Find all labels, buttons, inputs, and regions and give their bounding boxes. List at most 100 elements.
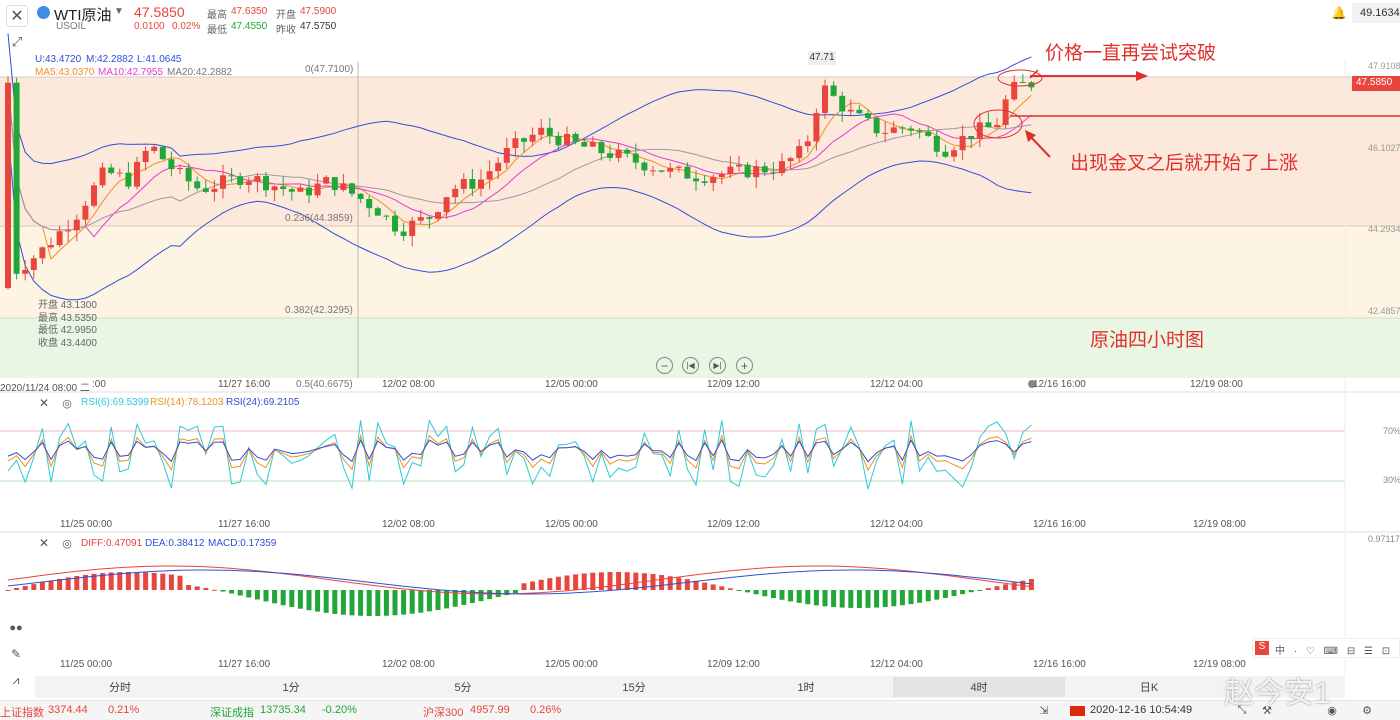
macd-bar xyxy=(31,584,37,590)
macd-bar xyxy=(874,590,880,608)
price-box: 49.1634 xyxy=(1352,3,1400,23)
price-tick: 47.9108 xyxy=(1368,61,1400,71)
macd-bar xyxy=(1003,584,1009,590)
rsi-axis-high: 70% xyxy=(1383,426,1400,436)
eye-icon[interactable]: ◎ xyxy=(62,397,72,410)
network-icon[interactable]: ⇲ xyxy=(1039,704,1049,717)
candle xyxy=(675,165,682,173)
time-label: 11/27 16:00 xyxy=(218,659,271,670)
prev-close-label: 昨收 xyxy=(276,25,296,36)
tab-timeframe-day[interactable]: 日K xyxy=(1139,682,1159,694)
tab-timeframe-tick[interactable]: 分时 xyxy=(109,682,131,694)
tab-timeframe-5m[interactable]: 5分 xyxy=(454,682,472,694)
macd-bar xyxy=(14,588,20,590)
time-label: 11/27 16:00 xyxy=(218,519,271,530)
candle xyxy=(452,184,459,204)
candle xyxy=(736,155,742,172)
tab-timeframe-1h[interactable]: 1时 xyxy=(797,682,815,694)
boll-upper: U:43.4720 xyxy=(35,54,82,65)
macd-bar xyxy=(805,590,811,605)
trend-icon[interactable]: ⩘ xyxy=(12,672,20,687)
macd-bar xyxy=(813,590,819,606)
macd-bar xyxy=(848,590,854,608)
macd-bar xyxy=(530,581,536,590)
chevron-down-icon[interactable]: ▼ xyxy=(114,6,124,17)
candle xyxy=(323,175,330,185)
rsi-axis-low: 30% xyxy=(1383,475,1400,485)
candle xyxy=(426,216,433,229)
macd-bar xyxy=(418,590,424,613)
fullscreen-icon[interactable]: ⤡ xyxy=(1237,703,1247,716)
candle xyxy=(856,104,863,115)
candle xyxy=(994,118,1000,128)
time-label: 12/05 00:00 xyxy=(545,379,598,390)
macd-bar xyxy=(667,576,673,590)
macd-bar xyxy=(891,590,897,607)
eye-icon[interactable]: ◎ xyxy=(62,537,72,550)
macd-bar xyxy=(856,590,862,608)
index-sh-name[interactable]: 上证指数 xyxy=(0,707,44,719)
candle xyxy=(65,219,72,243)
candle xyxy=(908,125,914,137)
macd-bar xyxy=(727,588,733,590)
candle xyxy=(288,187,295,201)
settings-icon[interactable]: ⚙ xyxy=(1362,704,1372,717)
macd-bar xyxy=(435,590,441,610)
camera-icon[interactable]: ◉ xyxy=(1327,704,1337,717)
candle xyxy=(314,173,321,198)
time-label: 12/02 08:00 xyxy=(382,379,435,390)
time-label: 12/16 16:00 xyxy=(1033,519,1086,530)
indicator-icon[interactable]: ●● xyxy=(9,622,23,634)
candle xyxy=(667,162,674,178)
candle xyxy=(228,168,235,183)
macd-bar xyxy=(908,590,914,605)
ohlc-open: 开盘 43.1300 xyxy=(38,300,97,311)
close-icon[interactable]: ✕ xyxy=(6,5,28,27)
macd-bar xyxy=(1028,579,1034,590)
rsi14-legend: RSI(14):78.1203 xyxy=(150,397,224,408)
candle xyxy=(813,108,820,151)
fib-band-3 xyxy=(0,318,1400,378)
index-hs300-value: 4957.99 xyxy=(470,704,510,716)
close-macd-icon[interactable]: ✕ xyxy=(38,536,50,550)
candle xyxy=(641,160,648,176)
index-sh-pct: 0.21% xyxy=(108,704,140,716)
macd-bar xyxy=(521,583,527,590)
tab-timeframe-1m[interactable]: 1分 xyxy=(282,682,300,694)
pen-icon[interactable]: ✎ xyxy=(10,647,22,661)
zoom-out-icon[interactable]: − xyxy=(656,357,673,374)
macd-bar xyxy=(263,590,269,602)
close-rsi-icon[interactable]: ✕ xyxy=(38,396,50,410)
candle xyxy=(632,143,639,170)
crosshair-marker-icon[interactable] xyxy=(1028,380,1036,388)
bell-icon[interactable]: 🔔 xyxy=(1331,6,1347,20)
zoom-in-icon[interactable]: + xyxy=(736,357,753,374)
draw-line-icon[interactable]: ⤢ xyxy=(11,34,23,49)
price-change: 0.0100 xyxy=(134,21,165,32)
tab-timeframe-4h[interactable]: 4时 xyxy=(893,677,1065,697)
macd-bar xyxy=(272,590,278,604)
rsi6-legend: RSI(6):69.5399 xyxy=(81,397,149,408)
share-widget[interactable]: S 中 · ♡ ⌨ ⊟ ☰ ⊡ xyxy=(1252,638,1400,658)
current-price: 47.5850 xyxy=(134,4,185,20)
candle xyxy=(529,127,536,147)
symbol-name[interactable]: WTI原油 xyxy=(54,7,112,24)
candle xyxy=(202,179,209,194)
candle xyxy=(796,139,803,162)
macd-bar xyxy=(125,572,131,590)
fib-level-5: 0.5(40.6675) xyxy=(296,379,353,390)
candle xyxy=(615,143,622,163)
index-hs300-name[interactable]: 沪深300 xyxy=(423,707,464,719)
tab-timeframe-15m[interactable]: 15分 xyxy=(622,682,646,694)
scroll-left-icon[interactable]: |◀ xyxy=(682,357,699,374)
candle xyxy=(512,131,519,158)
candle xyxy=(830,81,837,97)
candle xyxy=(865,109,871,121)
fib-level-236: 0.236(44.3859) xyxy=(285,213,353,224)
macd-bar xyxy=(108,572,114,590)
time-label: :00 xyxy=(92,379,106,390)
index-sz-name[interactable]: 深证成指 xyxy=(210,707,254,719)
scroll-right-icon[interactable]: ▶| xyxy=(709,357,726,374)
tools-icon[interactable]: ⚒ xyxy=(1262,704,1272,717)
